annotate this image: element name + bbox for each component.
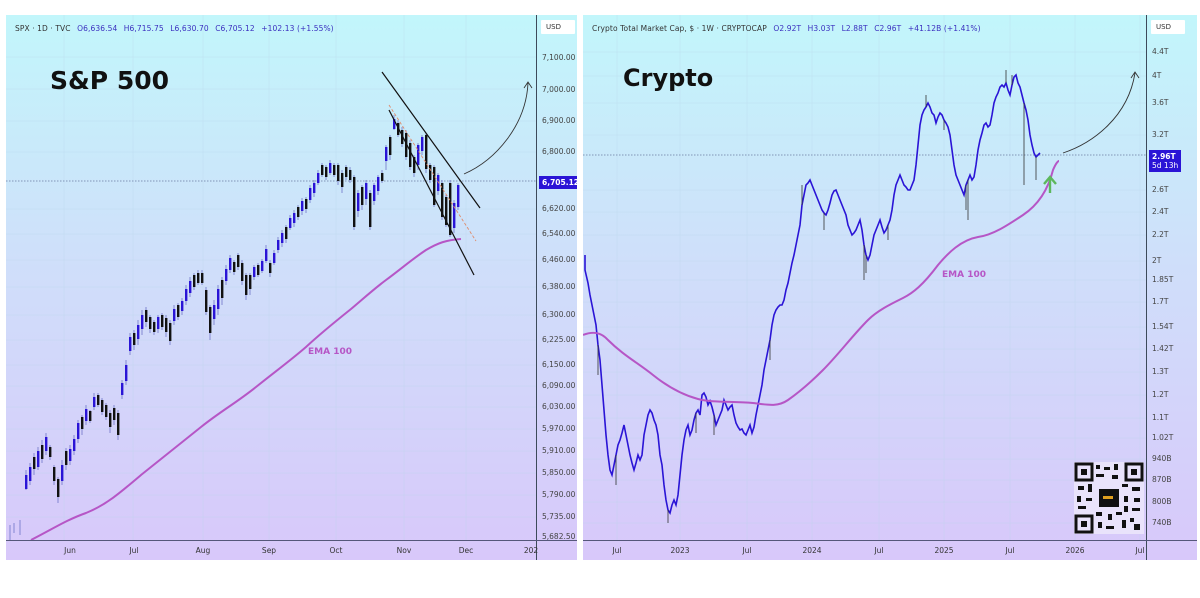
y-tick: 6,800.00 (542, 147, 576, 156)
x-tick: Jul (1135, 546, 1145, 555)
y-tick: 6,150.00 (542, 360, 576, 369)
crypto-price-axis[interactable]: USD 4.4T 4T 3.6T 3.2T 2.96T 5d 13h 2.6T … (1146, 15, 1197, 560)
sp500-ohlc-legend: SPX · 1D · TVC O6,636.54 H6,715.75 L6,63… (15, 24, 334, 33)
x-tick: Jul (874, 546, 884, 555)
green-up-arrow (1043, 175, 1057, 193)
y-tick: 870B (1152, 475, 1172, 484)
y-tick: 6,030.00 (542, 402, 576, 411)
change-value: +41.12B (+1.41%) (907, 24, 981, 33)
upward-projection-arrow (463, 81, 533, 175)
ema-100-line (30, 238, 462, 540)
x-tick: Dec (458, 546, 474, 555)
high-value: H6,715.75 (123, 24, 164, 33)
change-value: +102.13 (+1.55%) (261, 24, 334, 33)
crypto-plot-area[interactable] (583, 15, 1146, 540)
last-price-value: 2.96T (1152, 152, 1176, 161)
y-tick: 940B (1152, 454, 1172, 463)
y-tick: 5,790.00 (542, 490, 576, 499)
y-tick: 1.1T (1152, 413, 1169, 422)
y-tick: 4.4T (1152, 47, 1169, 56)
y-tick: 6,540.00 (542, 229, 576, 238)
ema-100-label: EMA 100 (942, 270, 986, 280)
y-tick: 6,620.00 (542, 204, 576, 213)
low-value: L2.88T (841, 24, 868, 33)
y-tick: 1.2T (1152, 390, 1169, 399)
grid-lines (583, 15, 1146, 540)
close-value: C6,705.12 (215, 24, 255, 33)
crypto-ohlc-legend: Crypto Total Market Cap, $ · 1W · CRYPTO… (592, 24, 981, 33)
ema-100-label: EMA 100 (308, 347, 352, 357)
sp500-chart-panel[interactable]: SPX · 1D · TVC O6,636.54 H6,715.75 L6,63… (6, 15, 577, 560)
sp500-time-axis[interactable]: Jun Jul Aug Sep Oct Nov Dec 202 (6, 540, 577, 560)
y-tick: 5,682.50 (542, 532, 576, 541)
x-tick: 2026 (1065, 546, 1085, 555)
y-tick: 1.42T (1152, 344, 1174, 353)
crypto-chart-panel[interactable]: Crypto Total Market Cap, $ · 1W · CRYPTO… (583, 15, 1197, 560)
y-tick: 6,460.00 (542, 255, 576, 264)
y-tick: 5,970.00 (542, 424, 576, 433)
x-tick: Sep (261, 546, 277, 555)
y-tick: 6,300.00 (542, 310, 576, 319)
descending-channel (381, 71, 481, 276)
y-tick: 5,735.00 (542, 512, 576, 521)
x-tick: Aug (195, 546, 211, 555)
y-tick: 1.85T (1152, 275, 1174, 284)
x-tick: 2023 (670, 546, 690, 555)
y-tick: 5,910.00 (542, 446, 576, 455)
last-price-tag: 6,705.12 (539, 176, 577, 189)
x-tick: Jun (64, 546, 76, 555)
crypto-title: Crypto (623, 64, 714, 92)
y-tick: 6,900.00 (542, 116, 576, 125)
y-tick: 7,100.00 (542, 53, 576, 62)
y-tick: 2.2T (1152, 230, 1169, 239)
close-value: C2.96T (874, 24, 902, 33)
y-tick: 5,850.00 (542, 468, 576, 477)
symbol-label: Crypto Total Market Cap, $ · 1W · CRYPTO… (592, 24, 767, 33)
low-value: L6,630.70 (170, 24, 209, 33)
x-tick: Jul (612, 546, 622, 555)
sp500-plot-area[interactable] (6, 15, 536, 540)
last-price-tag: 2.96T 5d 13h (1149, 150, 1182, 172)
x-tick: Nov (396, 546, 412, 555)
qr-code (1074, 462, 1144, 534)
open-value: O2.92T (773, 24, 802, 33)
x-tick: 2024 (802, 546, 822, 555)
x-tick: Jul (1005, 546, 1015, 555)
currency-selector[interactable]: USD (541, 20, 575, 34)
currency-selector[interactable]: USD (1151, 20, 1185, 34)
x-tick: 2025 (934, 546, 954, 555)
open-value: O6,636.54 (77, 24, 118, 33)
crypto-time-axis[interactable]: Jul 2023 Jul 2024 Jul 2025 Jul 2026 Jul (583, 540, 1197, 560)
grid-lines (6, 15, 536, 540)
x-tick: Oct (329, 546, 343, 555)
high-value: H3.03T (807, 24, 836, 33)
bar-countdown: 5d 13h (1152, 161, 1179, 170)
y-tick: 3.2T (1152, 130, 1169, 139)
y-tick: 7,000.00 (542, 85, 576, 94)
crypto-candles (584, 70, 1041, 523)
y-tick: 4T (1152, 71, 1162, 80)
y-tick: 1.3T (1152, 367, 1169, 376)
sp500-candles (9, 115, 460, 540)
symbol-label: SPX · 1D · TVC (15, 24, 71, 33)
ema-100-line (583, 160, 1060, 406)
y-tick: 800B (1152, 497, 1172, 506)
upward-projection-arrow (1062, 71, 1140, 154)
y-tick: 1.7T (1152, 297, 1169, 306)
y-tick: 1.54T (1152, 322, 1174, 331)
y-tick: 2.6T (1152, 185, 1169, 194)
y-tick: 6,380.00 (542, 282, 576, 291)
y-tick: 2.4T (1152, 207, 1169, 216)
y-tick: 3.6T (1152, 98, 1169, 107)
x-tick: Jul (129, 546, 139, 555)
y-tick: 2T (1152, 256, 1162, 265)
y-tick: 740B (1152, 518, 1172, 527)
y-tick: 6,090.00 (542, 381, 576, 390)
sp500-title: S&P 500 (50, 66, 170, 95)
y-tick: 1.02T (1152, 433, 1174, 442)
y-tick: 6,225.00 (542, 335, 576, 344)
x-tick: Jul (742, 546, 752, 555)
sp500-price-axis[interactable]: USD 7,100.00 7,000.00 6,900.00 6,800.00 … (536, 15, 577, 560)
x-tick: 202 (523, 546, 539, 555)
